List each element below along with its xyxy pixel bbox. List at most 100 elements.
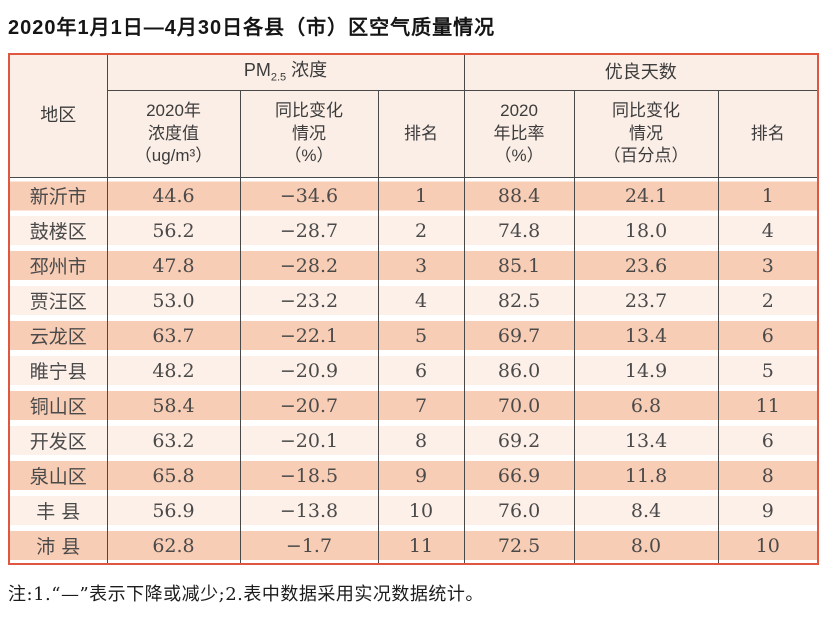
region-cell: 丰 县: [8, 493, 108, 528]
good-ratio-cell: 66.9: [463, 458, 575, 493]
good-change-cell: 11.8: [573, 458, 719, 493]
table-row: 鼓楼区 56.2 −28.7 2 74.8 18.0 4: [8, 213, 819, 248]
region-cell: 云龙区: [8, 318, 108, 353]
good-change-cell: 23.7: [573, 283, 719, 318]
region-cell: 沛 县: [8, 528, 108, 564]
pm-change-cell: −20.7: [239, 388, 379, 423]
good-rank-cell: 1: [717, 177, 819, 213]
table-row: 开发区 63.2 −20.1 8 69.2 13.4 6: [8, 423, 819, 458]
pm-value-cell: 44.6: [106, 177, 241, 213]
good-rank-cell: 6: [717, 318, 819, 353]
pm-rank-cell: 3: [377, 248, 465, 283]
pm-change-cell: −22.1: [239, 318, 379, 353]
good-ratio-cell: 70.0: [463, 388, 575, 423]
pm-change-cell: −20.9: [239, 353, 379, 388]
table-row: 睢宁县 48.2 −20.9 6 86.0 14.9 5: [8, 353, 819, 388]
pm-value-cell: 47.8: [106, 248, 241, 283]
good-change-cell: 24.1: [573, 177, 719, 213]
good-rank-cell: 8: [717, 458, 819, 493]
pm-rank-cell: 6: [377, 353, 465, 388]
pm-rank-cell: 7: [377, 388, 465, 423]
good-ratio-cell: 85.1: [463, 248, 575, 283]
good-rank-cell: 4: [717, 213, 819, 248]
column-group-good-days: 优良天数: [463, 53, 819, 91]
column-header-pm-rank: 排名: [377, 90, 465, 178]
pm-rank-cell: 5: [377, 318, 465, 353]
good-change-cell: 8.4: [573, 493, 719, 528]
column-group-pm25: PM2.5 浓度: [106, 53, 465, 91]
table-row: 泉山区 65.8 −18.5 9 66.9 11.8 8: [8, 458, 819, 493]
good-ratio-cell: 72.5: [463, 528, 575, 564]
good-ratio-cell: 69.7: [463, 318, 575, 353]
column-header-pm-change: 同比变化 情况 （%）: [239, 90, 379, 178]
page-title: 2020年1月1日—4月30日各县（市）区空气质量情况: [8, 17, 496, 39]
pm25-label-subscript: 2.5: [270, 72, 287, 85]
table-row: 铜山区 58.4 −20.7 7 70.0 6.8 11: [8, 388, 819, 423]
column-header-good-rank: 排名: [717, 90, 819, 178]
good-rank-cell: 9: [717, 493, 819, 528]
pm-change-cell: −18.5: [239, 458, 379, 493]
pm-change-cell: −13.8: [239, 493, 379, 528]
good-change-cell: 14.9: [573, 353, 719, 388]
good-rank-cell: 3: [717, 248, 819, 283]
pm-change-cell: −23.2: [239, 283, 379, 318]
column-header-good-change: 同比变化 情况 （百分点）: [573, 90, 719, 178]
pm-value-cell: 48.2: [106, 353, 241, 388]
pm-rank-cell: 2: [377, 213, 465, 248]
pm-change-cell: −28.2: [239, 248, 379, 283]
good-ratio-cell: 69.2: [463, 423, 575, 458]
region-cell: 新沂市: [8, 177, 108, 213]
table-row: 云龙区 63.7 −22.1 5 69.7 13.4 6: [8, 318, 819, 353]
pm-value-cell: 65.8: [106, 458, 241, 493]
table-row: 邳州市 47.8 −28.2 3 85.1 23.6 3: [8, 248, 819, 283]
header-group-row: 地区 PM2.5 浓度 优良天数: [8, 53, 819, 178]
good-ratio-cell: 88.4: [463, 177, 575, 213]
air-quality-table: 地区 PM2.5 浓度 优良天数 2020年 浓度值 （ug/m³） 同比变化 …: [8, 53, 820, 565]
column-header-region: 地区: [8, 53, 108, 178]
pm-change-cell: −1.7: [239, 528, 379, 564]
good-change-cell: 8.0: [573, 528, 719, 564]
table-header: 地区 PM2.5 浓度 优良天数 2020年 浓度值 （ug/m³） 同比变化 …: [8, 53, 819, 178]
good-change-cell: 6.8: [573, 388, 719, 423]
good-rank-cell: 5: [717, 353, 819, 388]
good-rank-cell: 10: [717, 528, 819, 564]
region-cell: 睢宁县: [8, 353, 108, 388]
good-ratio-cell: 74.8: [463, 213, 575, 248]
region-cell: 铜山区: [8, 388, 108, 423]
good-ratio-cell: 86.0: [463, 353, 575, 388]
column-header-pm-value: 2020年 浓度值 （ug/m³）: [106, 90, 241, 178]
pm-rank-cell: 8: [377, 423, 465, 458]
region-cell: 泉山区: [8, 458, 108, 493]
pm-value-cell: 63.7: [106, 318, 241, 353]
region-cell: 鼓楼区: [8, 213, 108, 248]
table-body: 新沂市 44.6 −34.6 1 88.4 24.1 1 鼓楼区 56.2 −2…: [8, 177, 819, 564]
good-change-cell: 18.0: [573, 213, 719, 248]
pm-value-cell: 56.2: [106, 213, 241, 248]
region-cell: 邳州市: [8, 248, 108, 283]
header-sub-row: 2020年 浓度值 （ug/m³） 同比变化 情况 （%） 排名 2020 年比…: [9, 90, 819, 178]
pm-value-cell: 62.8: [106, 528, 241, 564]
pm-value-cell: 58.4: [106, 388, 241, 423]
pm25-label-prefix: PM: [243, 60, 271, 81]
good-ratio-cell: 82.5: [463, 283, 575, 318]
table-row: 丰 县 56.9 −13.8 10 76.0 8.4 9: [8, 493, 819, 528]
region-cell: 贾汪区: [8, 283, 108, 318]
pm-rank-cell: 1: [377, 177, 465, 213]
good-rank-cell: 11: [717, 388, 819, 423]
table-row: 新沂市 44.6 −34.6 1 88.4 24.1 1: [8, 177, 819, 213]
region-cell: 开发区: [8, 423, 108, 458]
pm-rank-cell: 10: [377, 493, 465, 528]
good-rank-cell: 2: [717, 283, 819, 318]
pm25-label-suffix: 浓度: [286, 60, 328, 81]
good-change-cell: 13.4: [573, 318, 719, 353]
good-change-cell: 23.6: [573, 248, 719, 283]
good-ratio-cell: 76.0: [463, 493, 575, 528]
pm-rank-cell: 11: [377, 528, 465, 564]
column-header-good-ratio: 2020 年比率 （%）: [463, 90, 575, 178]
pm-change-cell: −34.6: [239, 177, 379, 213]
pm-change-cell: −20.1: [239, 423, 379, 458]
good-rank-cell: 6: [717, 423, 819, 458]
pm-change-cell: −28.7: [239, 213, 379, 248]
pm-value-cell: 63.2: [106, 423, 241, 458]
pm-value-cell: 53.0: [106, 283, 241, 318]
